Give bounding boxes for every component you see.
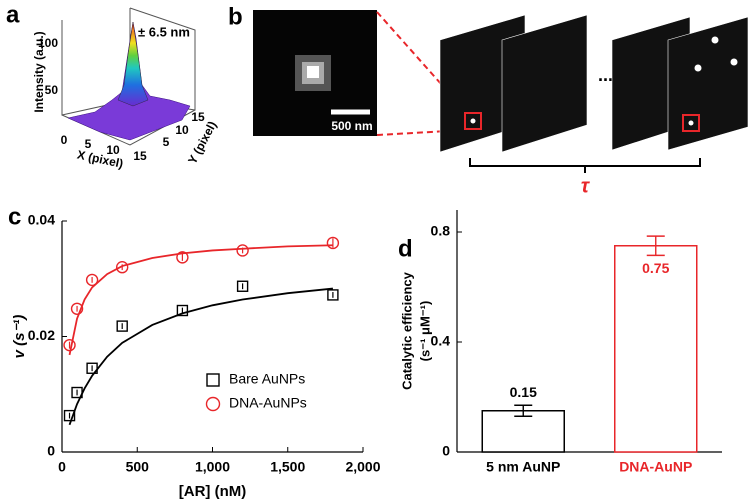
y-tick-label: 5 <box>163 135 170 149</box>
spot <box>307 66 319 78</box>
point <box>115 261 129 274</box>
value-label: 0.75 <box>642 260 669 276</box>
panel-a: a ± 6.5 nm Intensity (a.u.) 50 100 0 5 1… <box>6 1 219 171</box>
spot <box>694 64 702 72</box>
x-tick-label: 500 <box>126 459 150 475</box>
legend-marker <box>206 373 220 387</box>
panel-label: d <box>398 235 413 262</box>
panel-label: c <box>8 203 21 230</box>
spot <box>688 120 694 126</box>
point <box>71 386 83 399</box>
highlight-box <box>682 114 700 132</box>
point <box>63 338 76 352</box>
spot <box>470 118 476 124</box>
value-label: 0.15 <box>510 384 537 400</box>
y-tick-label: 0.8 <box>431 223 451 239</box>
y-tick-label: 15 <box>191 110 205 124</box>
point <box>85 273 99 287</box>
point <box>116 320 128 332</box>
y-tick-label: 0.4 <box>431 333 451 349</box>
fit-line <box>68 244 333 356</box>
frame <box>667 16 749 151</box>
point <box>176 304 189 317</box>
x-tick-label: 1,000 <box>195 459 230 475</box>
point <box>86 362 98 374</box>
spot <box>711 36 719 44</box>
panel-b: b 500 nm ... τ <box>228 3 749 197</box>
y-tick-label: 10 <box>175 123 189 137</box>
y-tick-label: 0 <box>442 443 450 459</box>
bracket <box>469 158 701 167</box>
point <box>236 244 249 257</box>
spot <box>730 58 738 66</box>
bar <box>481 410 565 453</box>
y-label: (s⁻¹ μM⁻¹) <box>417 301 432 362</box>
x-tick-label: 0 <box>61 133 68 147</box>
panel-label: a <box>6 1 20 28</box>
point <box>236 280 249 292</box>
z-label: Intensity (a.u.) <box>32 31 46 112</box>
point <box>176 251 189 264</box>
interval-label: τ <box>581 175 591 197</box>
x-tick-label: 10 <box>106 143 120 157</box>
y-label: Catalytic efficiency <box>399 271 414 390</box>
y-tick-label: 0 <box>47 443 55 459</box>
legend-marker <box>205 396 221 412</box>
bar <box>614 245 698 453</box>
point <box>326 236 340 250</box>
x-tick-label: 0 <box>58 459 66 475</box>
panel-label: b <box>228 3 243 30</box>
scale-bar-label: 500 nm <box>331 119 372 133</box>
x-tick-label: 2,000 <box>345 459 380 475</box>
x-tick-label: 15 <box>133 149 147 163</box>
y-tick-label: 0.02 <box>28 327 55 343</box>
point <box>70 302 84 315</box>
x-tick-label: DNA-AuNP <box>619 459 692 475</box>
z-tick-label: 100 <box>38 36 58 50</box>
x-tick-label: 5 <box>85 137 92 151</box>
x-tick-label: 5 nm AuNP <box>486 459 560 475</box>
fit-line <box>68 287 333 426</box>
annotation: ± 6.5 nm <box>138 24 190 39</box>
y-label: v (s⁻¹) <box>11 315 28 359</box>
highlight-box <box>464 112 482 130</box>
point <box>63 409 76 422</box>
legend-label: Bare AuNPs <box>229 371 305 387</box>
ellipsis: ... <box>598 65 613 85</box>
z-tick-label: 50 <box>45 83 59 97</box>
y-tick-label: 0.04 <box>28 212 55 228</box>
surface-peak <box>117 21 149 107</box>
x-label: [AR] (nM) <box>179 483 246 500</box>
x-tick-label: 1,500 <box>270 459 305 475</box>
legend-label: DNA-AuNPs <box>229 395 307 411</box>
point <box>327 289 339 301</box>
frame <box>501 14 588 153</box>
y-label: Y (pixel) <box>185 119 219 167</box>
